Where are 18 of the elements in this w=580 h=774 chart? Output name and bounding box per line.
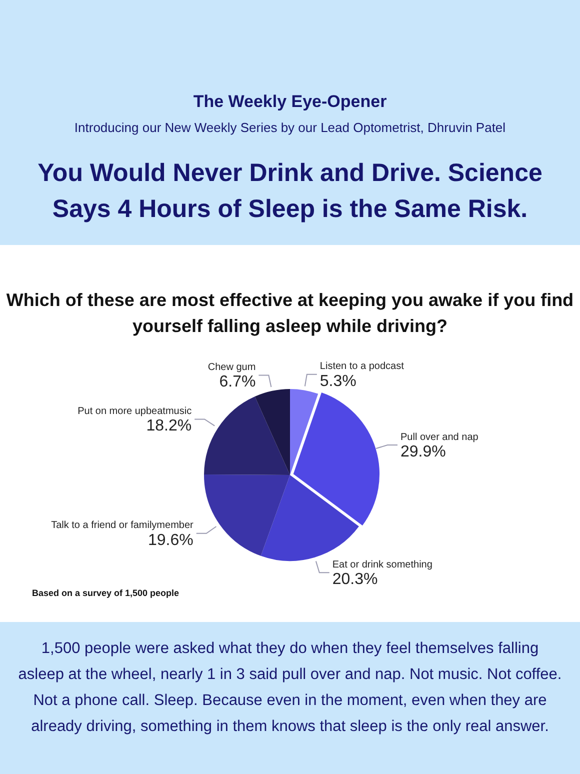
data-label: 18.2% (146, 418, 192, 435)
data-label: 29.9% (400, 443, 446, 460)
text: 1,500 people were asked what they do when they feel themselves falling asleep at the wheel, nearly 1 in 3 said pull over and nap. Not music. Not coffee. Not a phone call. Sleep. Because even in the moment, even when they are already driving, something in them knows that sleep is the only real answer. (18, 639, 562, 737)
text: Which of these are most effective at keeping you awake if you find yourself falling asleep while driving? (5, 289, 575, 338)
chart-subtitle: Introducing our New Weekly Series by our Lead Optometrist, Dhruvin Patel (73, 120, 507, 135)
slice-label: Listen to a podcast (320, 361, 404, 372)
slice-label: Talk to a friend or familymember (51, 520, 194, 532)
slice-label: Eat or drink something (332, 559, 432, 570)
slice-label: Chew gum (208, 362, 256, 373)
text: You Would Never Drink and Drive. Science Says 4 Hours of Sleep is the Same Risk. (36, 158, 544, 225)
chart-title: The Weekly Eye-Opener (192, 92, 388, 112)
text: Based on a survey of 1,500 people (32, 588, 180, 598)
data-label: 6.7% (219, 374, 256, 391)
slice-label: Pull over and nap (400, 432, 479, 443)
data-label: 20.3% (332, 571, 378, 588)
data-label: 19.6% (148, 532, 194, 549)
data-label: 5.3% (320, 372, 356, 390)
slice-label: Put on more upbeatmusic (78, 406, 192, 418)
